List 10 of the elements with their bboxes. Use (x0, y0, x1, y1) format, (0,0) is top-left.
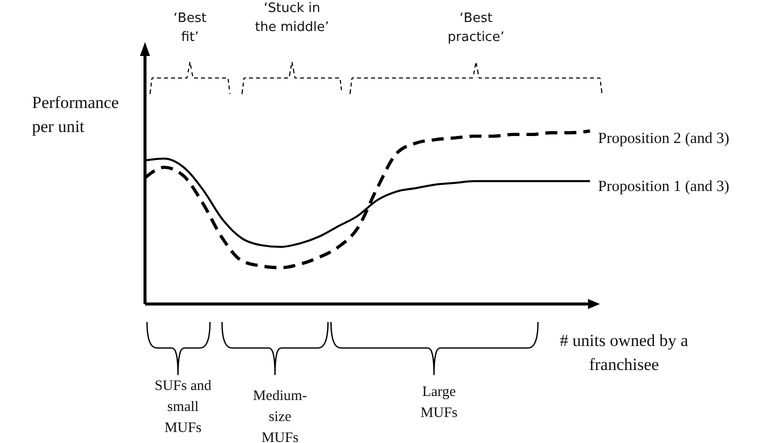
text: Medium- size MUFs (253, 388, 308, 443)
text: ‘Stuck in the middle’ (255, 1, 329, 35)
series-label: Proposition 2 (and 3) (598, 130, 730, 147)
x-axis-title: # units owned by a franchisee (560, 331, 689, 374)
text: SUFs and small MUFs (154, 378, 212, 436)
text: ‘Best practice’ (448, 11, 504, 45)
series-label: Proposition 1 (and 3) (598, 178, 730, 196)
text: Large MUFs (420, 384, 458, 421)
y-axis-title: Performance per unit (32, 93, 119, 136)
text: ‘Best fit’ (174, 11, 206, 45)
